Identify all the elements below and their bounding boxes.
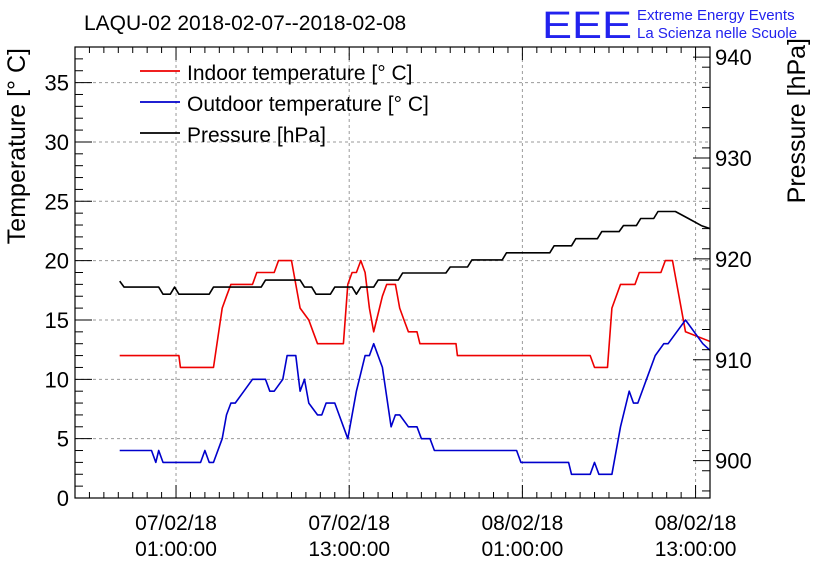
eee-logo-mark: EEE [542,5,632,47]
y-tick-label: 30 [45,130,69,155]
x-tick-label: 13:00:00 [308,538,390,561]
series-group [119,210,710,476]
series-line-outdoor [119,319,710,476]
x-tick-label: 01:00:00 [482,538,564,561]
legend-label-indoor: Indoor temperature [° C] [187,62,413,85]
legend: Indoor temperature [° C] Outdoor tempera… [140,62,429,147]
eee-logo-line1: Extreme Energy Events [637,7,795,24]
x-tick-label: 08/02/18 [655,512,737,535]
x-tick-label: 01:00:00 [135,538,217,561]
chart-title: LAQU-02 2018-02-07--2018-02-08 [84,12,406,35]
y2-tick-label: 940 [715,45,752,70]
y-axis-title: Temperature [° C] [3,48,31,244]
y-tick-label: 0 [57,486,69,511]
series-line-indoor [119,259,710,369]
x-tick-label: 07/02/18 [308,512,390,535]
legend-item-indoor: Indoor temperature [° C] [140,62,413,85]
y-tick-label: 20 [45,249,69,274]
eee-logo-line2: La Scienza nelle Scuole [637,25,797,42]
legend-label-outdoor: Outdoor temperature [° C] [187,93,429,116]
legend-item-pressure: Pressure [hPa] [140,124,326,147]
x-tick-label: 13:00:00 [655,538,737,561]
legend-item-outdoor: Outdoor temperature [° C] [140,93,429,116]
axes-group: 07/02/18 01:00:00 07/02/18 13:00:00 08/02/18… [45,45,752,561]
y2-tick-label: 930 [715,146,752,171]
x-tick-label: 07/02/18 [135,512,217,535]
y2-axis-title: Pressure [hPa] [783,38,811,203]
grid-lines [75,47,710,498]
series-line-pressure [119,210,710,295]
y-tick-label: 35 [45,71,69,96]
y2-tick-label: 910 [715,348,752,373]
y-tick-label: 25 [45,189,69,214]
y-tick-label: 5 [57,427,69,452]
legend-label-pressure: Pressure [hPa] [187,124,326,147]
y2-tick-label: 920 [715,247,752,272]
x-tick-label: 08/02/18 [482,512,564,535]
y-tick-label: 15 [45,308,69,333]
eee-logo: EEE Extreme Energy Events La Scienza nel… [542,5,797,47]
y-tick-label: 10 [45,367,69,392]
y2-tick-label: 900 [715,449,752,474]
